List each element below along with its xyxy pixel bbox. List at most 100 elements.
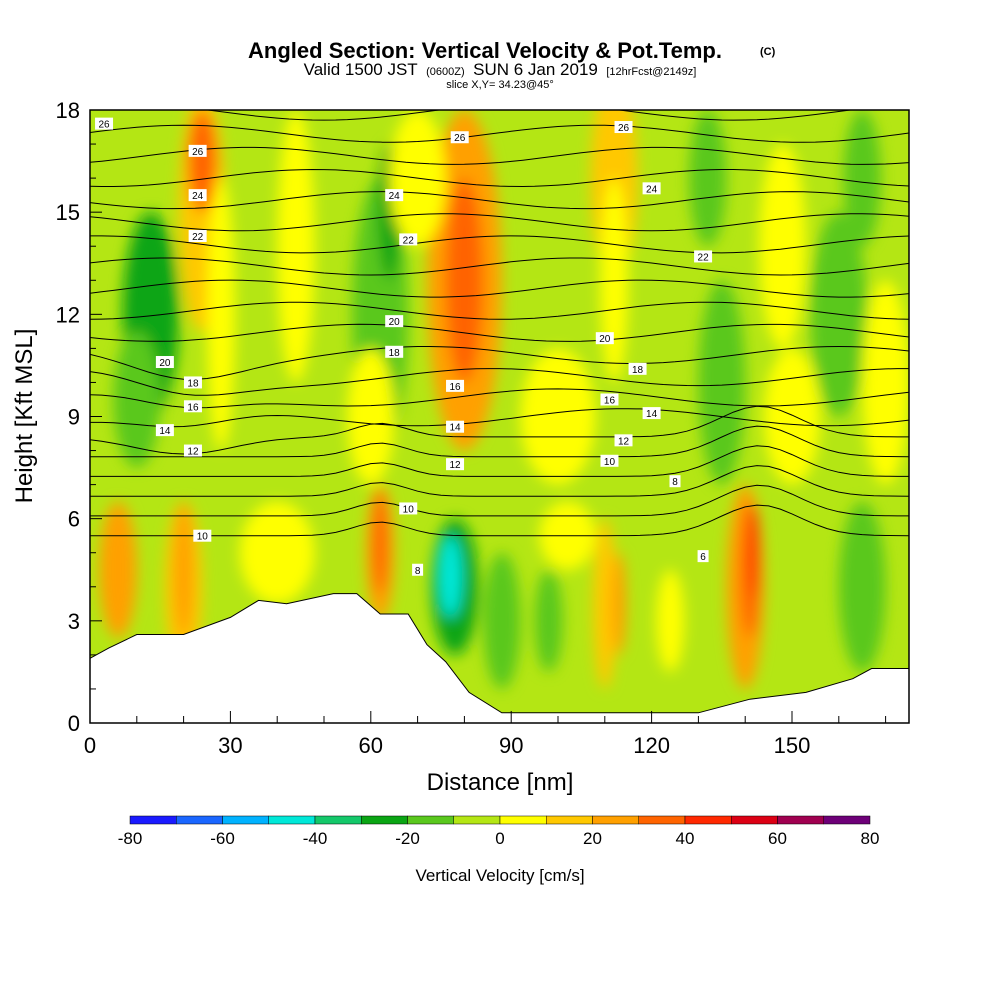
contour-label: 20 — [155, 356, 174, 369]
contour-label-bg — [446, 458, 465, 471]
contour-label: 22 — [399, 233, 418, 246]
colorbar-tick-label: -80 — [118, 829, 143, 848]
contour-label-text: 22 — [192, 232, 204, 243]
colorbar-tick-label: 80 — [861, 829, 880, 848]
contour-label: 12 — [446, 458, 465, 471]
contour-label-bg — [399, 233, 418, 246]
contour-label-bg — [697, 550, 709, 563]
velocity-region — [207, 178, 236, 451]
contour-label: 20 — [385, 315, 404, 328]
isentrope-line — [203, 110, 855, 121]
x-axis: 0 30 60 90 120 150 — [84, 711, 887, 758]
isentrope-line — [90, 235, 909, 254]
x-tick-label: 30 — [218, 733, 242, 758]
colorbar: -80 -60 -40 -20 0 20 40 60 80 — [118, 815, 880, 848]
contour-label-text: 14 — [159, 426, 171, 437]
contour-label-text: 24 — [192, 191, 204, 202]
contour-label-text: 24 — [646, 184, 658, 195]
contour-label-bg — [450, 131, 469, 144]
colorbar-tick-label: -40 — [303, 829, 328, 848]
velocity-region — [689, 110, 727, 247]
contour-label-bg — [694, 250, 713, 263]
contour-label-text: 14 — [449, 423, 461, 434]
y-tick-label: 3 — [68, 609, 80, 634]
contour-label-bg — [614, 434, 633, 447]
velocity-region — [373, 491, 388, 594]
x-tick-label: 90 — [499, 733, 523, 758]
isentrope-line — [90, 146, 909, 165]
velocity-region — [188, 110, 217, 213]
contour-label: 26 — [95, 117, 114, 131]
contour-label-text: 10 — [604, 457, 616, 468]
contour-labels: 26 26 24 22 24 22 26 26 24 22 20 18 16 14 12 20 18 16 14 12… — [95, 117, 713, 577]
contour-label-text: 20 — [599, 334, 611, 345]
contour-label: 14 — [446, 420, 465, 434]
colorbar-swatch — [546, 815, 593, 825]
isentrope-line — [90, 388, 909, 409]
contour-label: 18 — [183, 376, 202, 389]
contour-label-text: 12 — [187, 447, 199, 458]
contour-label: 24 — [642, 182, 661, 195]
isentrope-line — [90, 368, 909, 396]
contour-label-bg — [95, 117, 114, 130]
contour-label-text: 8 — [672, 477, 678, 488]
colorbar-tick-label: 40 — [676, 829, 695, 848]
velocity-region — [534, 569, 563, 672]
contour-label-text: 18 — [632, 365, 644, 376]
colorbar-swatch — [222, 815, 269, 825]
contour-label-text: 18 — [187, 378, 199, 389]
isentrope-line — [90, 465, 909, 497]
velocity-region — [593, 518, 617, 689]
y-axis-label: Height [Kft MSL] — [11, 329, 38, 504]
colorbar-swatch — [129, 815, 177, 825]
contour-label: 14 — [155, 424, 174, 437]
chart-title: Angled Section: Vertical Velocity & Pot.… — [248, 38, 722, 63]
colorbar-tick-label: 20 — [583, 829, 602, 848]
velocity-region — [239, 501, 315, 604]
colorbar-swatch — [823, 815, 871, 825]
contour-label-bg — [188, 230, 207, 243]
colorbar-tick-label: -20 — [395, 829, 420, 848]
contour-label-bg — [600, 393, 619, 406]
contour-label-bg — [628, 362, 647, 375]
contour-label-text: 26 — [98, 120, 110, 131]
isentrope-line — [90, 405, 909, 455]
velocity-region — [277, 110, 315, 383]
isentrope-line — [90, 323, 909, 342]
contour-label-text: 14 — [646, 409, 658, 420]
colorbar-swatch — [268, 815, 316, 825]
valid-prefix: Valid 1500 JST — [304, 60, 418, 79]
contour-label-text: 10 — [197, 532, 209, 543]
y-tick-label: 12 — [56, 302, 80, 327]
contour-label-bg — [446, 420, 465, 433]
contour-label-text: 22 — [403, 235, 415, 246]
contour-label-text: 26 — [618, 123, 630, 134]
colorbar-title: Vertical Velocity [cm/s] — [415, 866, 584, 885]
velocity-region — [347, 348, 395, 485]
contour-label-bg — [183, 400, 202, 413]
contour-label-text: 26 — [454, 133, 466, 144]
contour-label-bg — [446, 379, 465, 392]
colorbar-swatch — [684, 815, 732, 825]
contour-label-bg — [155, 424, 174, 437]
contour-label: 10 — [600, 454, 619, 468]
colorbar-tick-label: 60 — [768, 829, 787, 848]
contour-label-text: 10 — [403, 504, 415, 515]
colorbar-tick-label: -60 — [210, 829, 235, 848]
velocity-region — [862, 280, 909, 485]
contour-label-text: 16 — [449, 382, 461, 393]
isentrope-line — [90, 484, 909, 517]
x-tick-label: 60 — [359, 733, 383, 758]
velocity-region — [698, 280, 746, 485]
isentrope-line — [90, 345, 909, 380]
isentrope-line — [90, 445, 909, 477]
velocity-region — [99, 501, 137, 638]
contour-label: 22 — [188, 230, 207, 243]
contour-label-text: 20 — [389, 317, 401, 328]
contour-label-bg — [595, 332, 614, 345]
colorbar-swatch — [361, 815, 408, 825]
velocity-region — [520, 348, 596, 485]
colorbar-swatch — [592, 815, 639, 825]
contour-label: 16 — [183, 400, 202, 413]
